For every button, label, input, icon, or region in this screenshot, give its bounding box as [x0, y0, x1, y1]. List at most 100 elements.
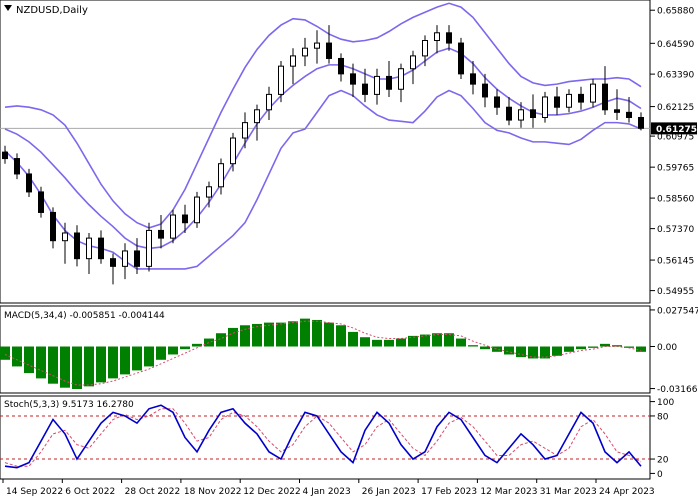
macd-bar [540, 346, 550, 359]
candle [326, 25, 332, 64]
candle [242, 112, 248, 149]
candle-body [26, 173, 32, 193]
macd-layer [0, 318, 646, 390]
candle [374, 68, 380, 105]
macd-bar [0, 346, 10, 360]
macd-bar [264, 322, 274, 347]
macd-label: MACD(5,34,4) -0.005851 -0.004144 [4, 311, 165, 321]
candle [554, 86, 560, 115]
macd-bar [204, 338, 214, 347]
candle-body [386, 75, 392, 90]
candle [362, 68, 368, 103]
candle-body [170, 214, 176, 239]
candle [2, 145, 8, 164]
macd-bar [396, 338, 406, 347]
candle-body [446, 32, 452, 44]
candle [482, 73, 488, 108]
macd-bar [48, 346, 58, 384]
candle [338, 53, 344, 82]
candle-body [542, 96, 548, 118]
macd-tick-label: -0.031665 [657, 385, 698, 395]
macd-bar [612, 345, 622, 347]
candle-body [614, 109, 620, 113]
price-tick-label: 0.60975 [657, 133, 694, 143]
axis-layer: 0.65880 0.64590 0.63390 0.62125 0.60975 0.597… [2, 7, 698, 497]
candle-body [2, 151, 8, 160]
candle-body [362, 83, 368, 95]
macd-bar [216, 333, 226, 347]
macd-bar [420, 334, 430, 347]
candle-body [254, 109, 260, 124]
candle-body [326, 42, 332, 59]
macd-bar [480, 346, 490, 350]
macd-bar [132, 346, 142, 371]
candle-body [230, 137, 236, 165]
candle-body [518, 109, 524, 121]
candle [14, 153, 20, 180]
candle-body [14, 158, 20, 175]
macd-signal-line [4, 320, 642, 386]
candle [506, 96, 512, 126]
candle-body [134, 250, 140, 267]
macd-bar [36, 346, 46, 379]
price-tick-label: 0.58560 [657, 195, 694, 205]
macd-bar [180, 346, 190, 350]
macd-bar [516, 346, 526, 358]
candle [446, 25, 452, 51]
macd-bar [276, 322, 286, 347]
candle-body [398, 68, 404, 90]
current-price-label: 0.61275 [656, 125, 697, 135]
candle [290, 48, 296, 85]
candle-body [278, 65, 284, 95]
candle [230, 132, 236, 172]
macd-bar [348, 331, 358, 347]
macd-bar [168, 346, 178, 355]
x-tick-label: 4 Jan 2023 [303, 487, 351, 497]
candle [530, 94, 536, 128]
candle-body [590, 83, 596, 103]
candle-body [206, 186, 212, 198]
macd-bar [300, 318, 310, 347]
stoch-label: Stoch(5,3,3) 9.5173 16.2780 [4, 400, 134, 410]
candle [218, 158, 224, 195]
candle [206, 181, 212, 208]
stoch-main-line [4, 404, 642, 469]
macd-bar [288, 321, 298, 347]
candle-body [98, 237, 104, 260]
stoch-tick-label: 80 [657, 412, 669, 422]
candle [134, 238, 140, 275]
stoch-tick-label: 100 [657, 398, 674, 408]
candle [602, 66, 608, 115]
candle [410, 50, 416, 85]
candle [566, 89, 572, 113]
candle-body [194, 196, 200, 224]
candle [98, 230, 104, 264]
candle [422, 35, 428, 67]
price-tick-label: 0.59765 [657, 164, 694, 174]
candle [278, 61, 284, 103]
macd-bar [492, 346, 502, 352]
price-tick-label: 0.63390 [657, 71, 694, 81]
macd-bar [384, 339, 394, 347]
candle-body [554, 96, 560, 108]
macd-bar [456, 338, 466, 347]
macd-bar [336, 325, 346, 347]
x-tick-label: 12 Dec 2022 [243, 487, 301, 497]
candle-body [458, 42, 464, 75]
candle-body [74, 232, 80, 260]
macd-bar [240, 325, 250, 347]
candle-body [566, 93, 572, 108]
x-tick-label: 14 Sep 2022 [6, 487, 63, 497]
macd-bar [636, 346, 646, 352]
candle-body [50, 211, 56, 242]
price-tick-label: 0.56145 [657, 257, 694, 267]
macd-bar [408, 335, 418, 347]
price-tick-label: 0.54955 [657, 287, 694, 297]
candle [170, 209, 176, 244]
price-panel-border [0, 0, 651, 304]
x-tick-label: 17 Feb 2023 [421, 487, 477, 497]
macd-bar [624, 346, 634, 348]
candle-body [290, 55, 296, 67]
